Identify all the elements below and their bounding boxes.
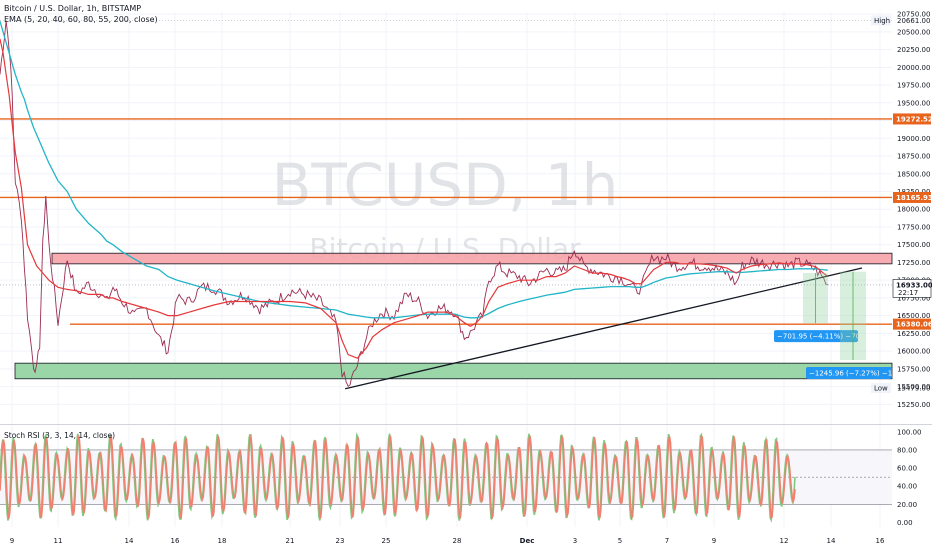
time-tick-label: Dec (520, 537, 535, 545)
price-tick-label: 19750.00 (897, 82, 930, 90)
high-tag-bg (871, 15, 891, 26)
price-tick-label: 16750.00 (897, 294, 930, 302)
time-tick-label: 14 (827, 537, 836, 545)
stoch-rsi-d-line (0, 433, 796, 521)
price-tick-label: 16500.00 (897, 312, 930, 320)
time-tick-label: 7 (665, 537, 669, 545)
rsi-tick-label: 20.00 (897, 501, 917, 509)
price-tick-label: 19500.00 (897, 99, 930, 107)
time-tick-label: 3 (573, 537, 577, 545)
time-tick-label: 14 (125, 537, 134, 545)
horizontal-levels (0, 20, 892, 325)
support-zone (14, 362, 893, 380)
ascending-trendline[interactable] (345, 267, 863, 390)
time-tick-label: 16 (876, 537, 885, 545)
trendline-layer[interactable] (345, 267, 863, 390)
time-tick-label: 9 (712, 537, 716, 545)
level-price-tag: 18165.93 (896, 194, 932, 202)
price-tick-label: 16250.00 (897, 330, 930, 338)
level-price-tag: 19272.52 (896, 115, 932, 123)
ema-fast-line (0, 38, 829, 359)
price-tick-label: 15250.00 (897, 401, 930, 409)
level-price-tag: 16380.06 (896, 321, 932, 329)
rsi-tick-label: 40.00 (897, 483, 917, 491)
chart-title: Bitcoin / U.S. Dollar, 1h, BITSTAMP (4, 4, 142, 13)
rsi-tick-label: 80.00 (897, 446, 917, 454)
time-tick-label: 23 (336, 537, 345, 545)
time-tick-label: 12 (780, 537, 789, 545)
time-tick-label: 9 (10, 537, 14, 545)
low-value-label: 15479.00 (897, 385, 930, 393)
countdown-tag: 22:17 (898, 289, 918, 297)
ema-legend: EMA (5, 20, 40, 60, 80, 55, 200, close) (4, 15, 158, 24)
time-tick-label: 18 (218, 537, 227, 545)
price-tick-label: 20500.00 (897, 28, 930, 36)
price-tick-label: 20750.00 (897, 11, 930, 19)
time-tick-label: 28 (453, 537, 462, 545)
measure-label: −1245.96 (−7.27%) −124596 (809, 369, 915, 377)
zones (14, 252, 893, 380)
price-tick-label: 15750.00 (897, 365, 930, 373)
last-price-tag-bg (892, 279, 932, 298)
watermark-symbol: BTCUSD, 1h (272, 151, 619, 219)
rsi-tick-label: 0.00 (897, 519, 913, 527)
time-tick-label: 21 (286, 537, 295, 545)
level-price-tag-bg (893, 191, 931, 203)
level-price-tag-bg (893, 113, 931, 125)
price-line (0, 21, 829, 387)
level-price-tag-bg (893, 318, 931, 330)
price-series (0, 21, 829, 387)
time-tick-label: 25 (382, 537, 391, 545)
resistance-zone (51, 252, 893, 265)
price-tick-label: 18000.00 (897, 206, 930, 214)
rsi-tick-label: 100.00 (897, 428, 922, 436)
time-tick-label: 16 (171, 537, 180, 545)
time-axis[interactable]: 9 11 14 16 18 21 23 25 28 Dec 3 5 7 9 12 14 16 (10, 537, 885, 545)
price-axis[interactable]: 15250.00 15500.00 15750.00 16000.00 16250.00… (871, 11, 932, 409)
price-tick-label: 20250.00 (897, 46, 930, 54)
measure-label: −701.95 (−4.11%) −70195 (777, 333, 874, 341)
price-tick-label: 15500.00 (897, 383, 930, 391)
price-tick-label: 20000.00 (897, 64, 930, 72)
high-value-label: 20661.00 (897, 17, 930, 25)
measure-tools[interactable]: −701.95 (−4.11%) −70195 −1245.96 (−7.27%)… (774, 271, 915, 379)
stoch-rsi-label: Stoch RSI (3, 3, 14, 14, close) (4, 431, 115, 440)
low-tag: Low (874, 385, 888, 393)
price-tick-label: 18500.00 (897, 170, 930, 178)
measure-label-bg (774, 330, 858, 343)
price-tick-label: 18750.00 (897, 153, 930, 161)
ema-slow-line (0, 21, 828, 319)
price-tick-label: 17500.00 (897, 241, 930, 249)
last-price-tag: 16933.00 (896, 281, 932, 289)
low-tag-bg (871, 383, 891, 394)
time-tick-label: 5 (618, 537, 622, 545)
price-tick-label: 17750.00 (897, 223, 930, 231)
price-tick-label: 17250.00 (897, 259, 930, 267)
time-tick-label: 11 (54, 537, 63, 545)
price-tick-label: 16000.00 (897, 348, 930, 356)
price-tick-label: 19000.00 (897, 135, 930, 143)
measure-label-bg (806, 366, 892, 379)
rsi-tick-label: 60.00 (897, 465, 917, 473)
stoch-rsi-pane: 0.00 20.00 40.00 60.00 80.00 100.00 (0, 428, 922, 527)
high-tag: High (874, 17, 890, 25)
